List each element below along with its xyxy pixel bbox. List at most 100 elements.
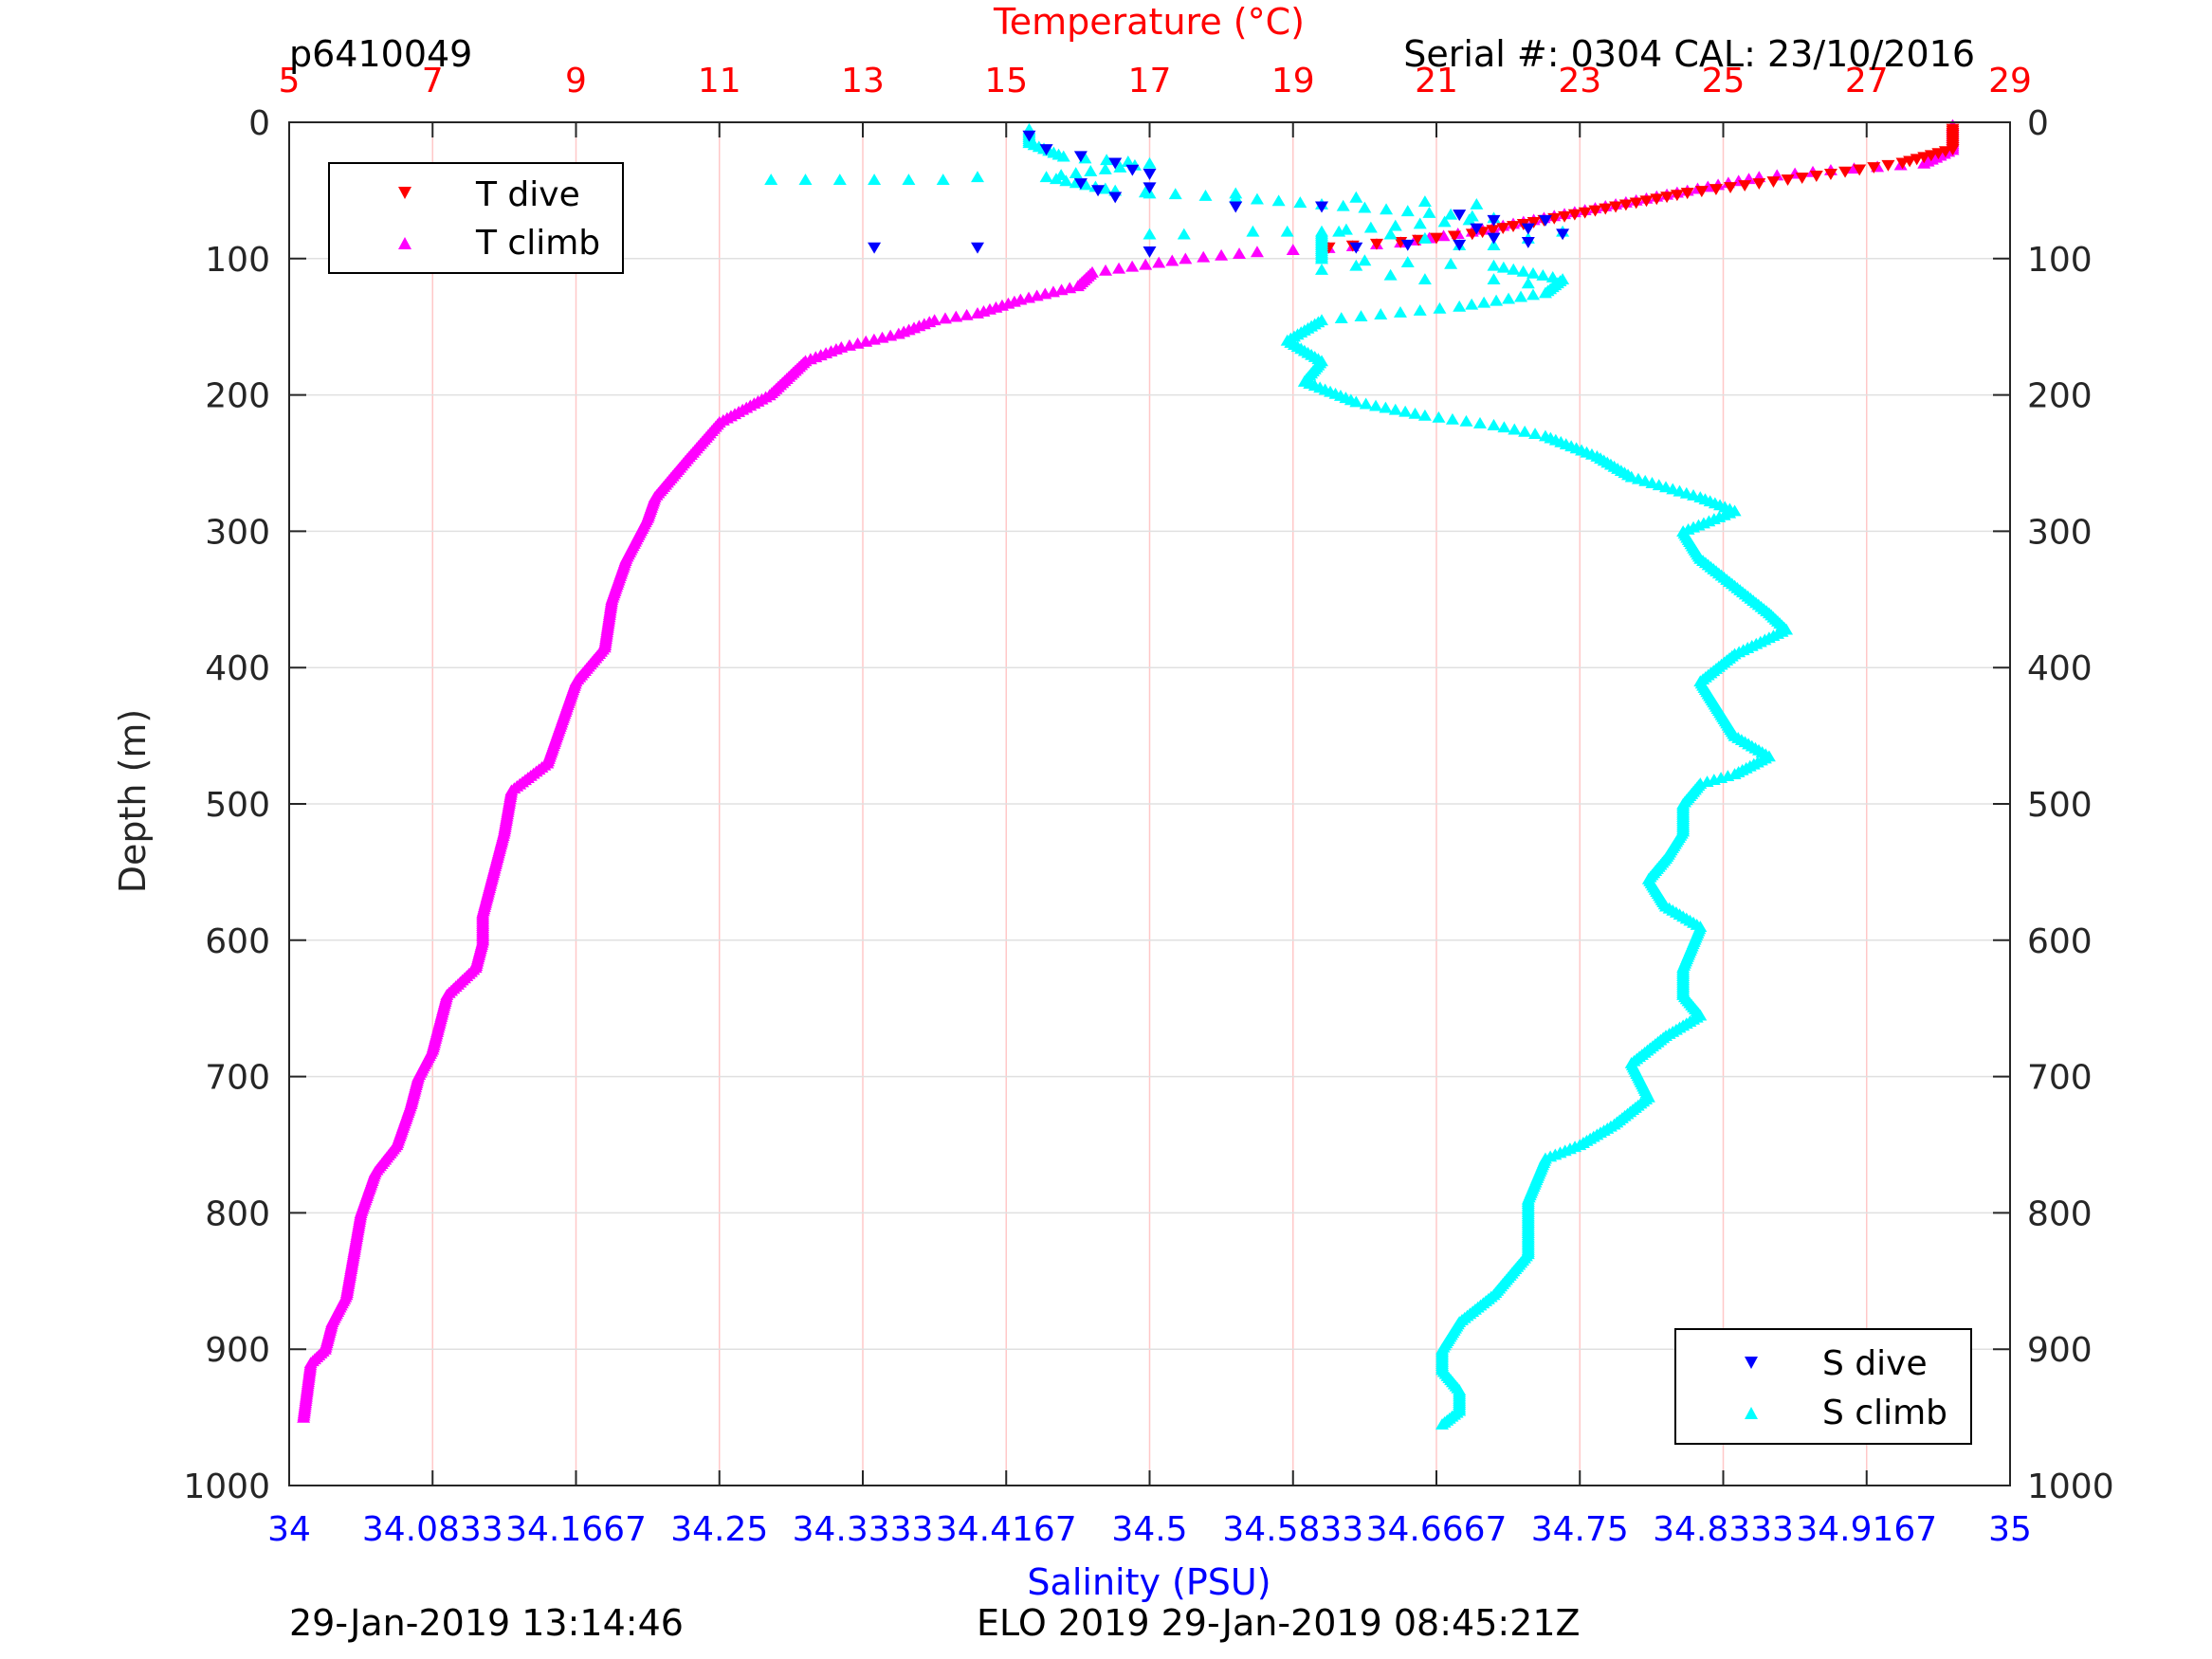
s-climb-point [1502, 292, 1516, 304]
depth-tick-label-right: 600 [2027, 922, 2093, 961]
s-dive-point [1521, 236, 1535, 248]
t-dive-point [1447, 230, 1461, 243]
s-climb-point [868, 173, 882, 185]
s-climb-point [1293, 196, 1307, 209]
t-dive-point [1694, 186, 1709, 198]
depth-axis-label: Depth (m) [112, 709, 154, 894]
t-climb-point [1046, 285, 1060, 298]
s-climb-point [936, 173, 950, 185]
depth-tick-label-right: 400 [2027, 649, 2093, 688]
t-dive-point [1809, 171, 1823, 182]
salinity-tick-label: 34.5833 [1222, 1510, 1363, 1549]
s-climb-point [1453, 300, 1467, 312]
t-climb-point [1139, 258, 1153, 270]
temperature-tick-label: 15 [984, 62, 1028, 100]
s-climb-point [1100, 154, 1114, 166]
t-dive-point [1369, 238, 1383, 250]
t-dive-point [1507, 221, 1521, 232]
t-dive-point [1526, 216, 1541, 228]
salinity-tick-label: 34.1667 [505, 1510, 647, 1549]
s-climb-point [1465, 298, 1479, 310]
t-climb-point [1250, 246, 1264, 258]
s-climb-point [1507, 263, 1521, 275]
t-dive-point [1599, 203, 1613, 215]
t-climb-point [1125, 260, 1140, 272]
t-climb-point [1030, 289, 1044, 301]
t-climb-point [875, 331, 889, 343]
salinity-tick-label: 34.4167 [936, 1510, 1077, 1549]
t-dive-point [1588, 205, 1602, 217]
s-climb-point [1496, 261, 1510, 273]
s-climb-point [1417, 195, 1432, 208]
legend-t-dive-marker [398, 187, 411, 199]
t-dive-point [1738, 180, 1752, 192]
s-climb-point [1358, 254, 1372, 266]
t-climb-point [859, 335, 873, 347]
t-dive-point [1660, 191, 1674, 204]
s-climb-point [1039, 171, 1053, 183]
s-climb-point [902, 173, 916, 185]
legend-t-dive-label: T dive [475, 175, 580, 214]
s-climb-point [1359, 397, 1373, 410]
s-climb-point [1445, 412, 1459, 425]
s-climb-point [1470, 197, 1484, 210]
depth-tick-label-left: 900 [205, 1331, 270, 1370]
legend-t-climb-label: T climb [475, 224, 600, 263]
t-climb-point [1099, 264, 1113, 276]
legend-s-climb-label: S climb [1822, 1394, 1947, 1432]
s-climb-point [1516, 264, 1530, 277]
s-climb-point [1398, 405, 1413, 417]
s-climb-point [1056, 150, 1070, 162]
s-dive-point [1315, 201, 1328, 213]
salinity-tick-label: 34.25 [670, 1510, 768, 1549]
t-climb-point [1038, 287, 1052, 300]
s-climb-point [1417, 409, 1432, 421]
s-climb-point [1538, 286, 1552, 299]
s-dive-point [1125, 164, 1140, 176]
temperature-tick-label: 21 [1415, 62, 1458, 100]
t-climb-point [1436, 229, 1451, 242]
s-dive-point [1073, 178, 1088, 191]
t-climb-point [960, 308, 974, 320]
s-dive-point [1108, 191, 1123, 204]
s-dive-point [1487, 232, 1501, 245]
s-dive-point [1349, 242, 1363, 254]
t-climb-point [1070, 280, 1085, 292]
s-climb-point [1393, 305, 1407, 318]
s-dive-point [868, 242, 882, 254]
s-climb-point [1444, 208, 1458, 220]
footer-mission-label: ELO 2019 29-Jan-2019 08:45:21Z [977, 1602, 1581, 1644]
s-climb-point [1462, 213, 1476, 226]
s-dive-point [1487, 214, 1501, 227]
s-climb-point [1143, 228, 1157, 240]
s-climb-point [1383, 268, 1398, 281]
s-climb-point [1388, 403, 1402, 415]
s-climb-point [1521, 277, 1535, 289]
s-climb-point [1059, 174, 1073, 187]
s-dive-point [1229, 201, 1243, 213]
s-climb-point [1459, 414, 1473, 427]
s-dive-point [1400, 239, 1415, 251]
s-climb-point [1497, 421, 1511, 433]
s-climb-point [1413, 217, 1427, 229]
t-dive-point [1838, 166, 1853, 178]
t-dive-point [1558, 210, 1572, 223]
s-climb-point [1435, 1417, 1450, 1430]
t-dive-point [1752, 178, 1766, 191]
t-climb-point [1054, 283, 1069, 296]
s-climb-point [1354, 310, 1368, 322]
s-climb-point [1121, 155, 1135, 167]
s-dive-point [1143, 246, 1157, 258]
depth-tick-label-right: 1000 [2027, 1468, 2114, 1506]
t-climb-point [1215, 248, 1229, 261]
s-climb-point [1069, 167, 1083, 179]
s-climb-point [1336, 199, 1350, 211]
t-climb-point [1112, 262, 1126, 274]
s-climb-point [1084, 165, 1098, 176]
t-climb-point [867, 333, 881, 345]
t-dive-point [1766, 176, 1781, 188]
s-climb-point [1487, 239, 1501, 251]
temperature-tick-label: 19 [1271, 62, 1315, 100]
s-climb-point [1271, 194, 1286, 207]
s-climb-point [1349, 395, 1363, 408]
